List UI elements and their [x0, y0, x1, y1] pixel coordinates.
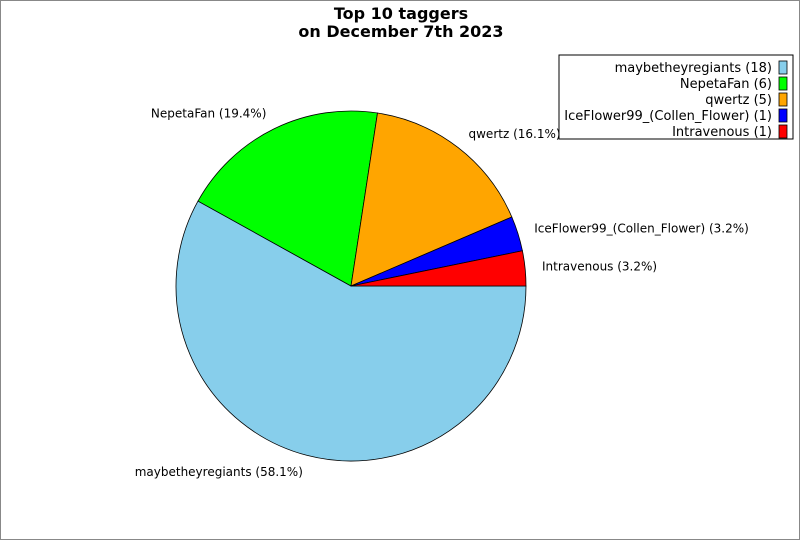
legend-swatch — [778, 108, 788, 123]
pie-slice-intravenous — [350, 250, 527, 287]
pie-slice-maybetheyregiants — [175, 200, 527, 462]
legend-entry-label: Intravenous (1) — [672, 125, 772, 140]
legend-box — [558, 54, 794, 140]
legend-entry-label: maybetheyregiants (18) — [615, 61, 772, 76]
pie-slice-qwertz — [350, 112, 513, 287]
chart-title-line-1: Top 10 taggers — [334, 4, 468, 23]
legend-swatch — [778, 92, 788, 107]
chart-title-line-2: on December 7th 2023 — [298, 22, 503, 41]
pie-slices — [175, 110, 527, 462]
legend-swatch — [778, 76, 788, 91]
slice-label: IceFlower99_(Collen_Flower) (3.2%) — [534, 222, 749, 236]
legend-entry-label: NepetaFan (6) — [680, 77, 772, 92]
pie-slice-nepetafan — [197, 110, 378, 287]
slice-label: NepetaFan (19.4%) — [151, 107, 266, 121]
legend-swatch — [778, 60, 788, 75]
slice-label: Intravenous (3.2%) — [542, 260, 657, 274]
legend-entry-label: qwertz (5) — [705, 93, 772, 108]
legend: maybetheyregiants (18)NepetaFan (6)qwert… — [558, 54, 794, 140]
legend-entry-label: IceFlower99_(Collen_Flower) (1) — [564, 109, 772, 124]
slice-label: qwertz (16.1%) — [469, 127, 561, 141]
slice-label: maybetheyregiants (58.1%) — [135, 465, 303, 479]
slice-labels: maybetheyregiants (58.1%) NepetaFan (19.4… — [135, 107, 749, 479]
legend-swatch — [778, 124, 788, 139]
